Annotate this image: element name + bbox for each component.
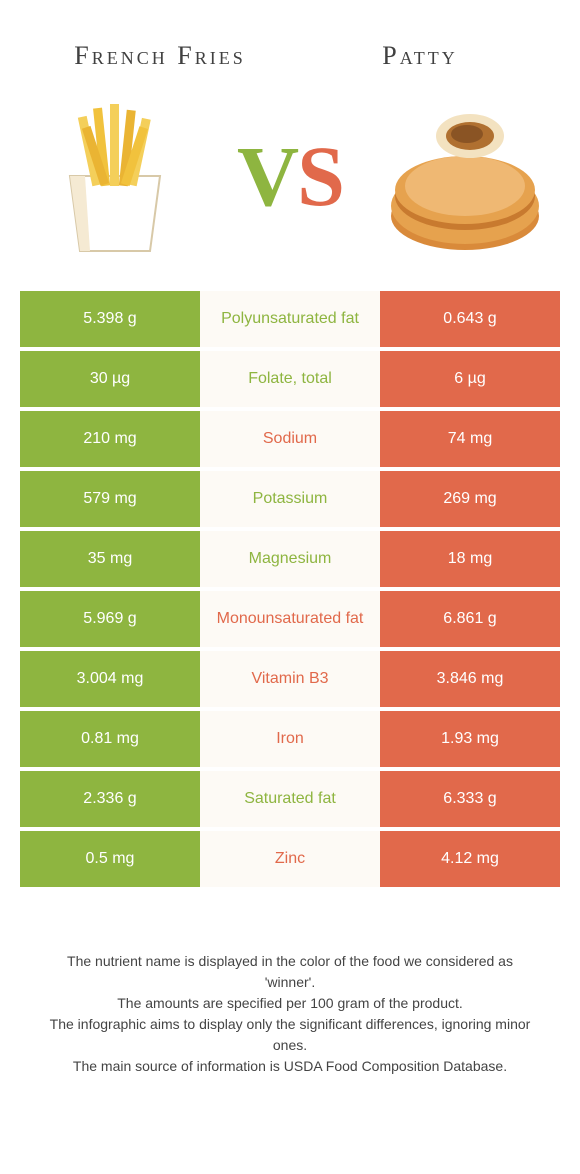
value-right: 6 µg — [380, 351, 560, 407]
nutrient-label: Saturated fat — [200, 771, 380, 827]
footer-line: The infographic aims to display only the… — [40, 1014, 540, 1056]
value-left: 5.969 g — [20, 591, 200, 647]
table-row: 0.81 mgIron1.93 mg — [20, 711, 560, 767]
table-row: 5.969 gMonounsaturated fat6.861 g — [20, 591, 560, 647]
table-row: 3.004 mgVitamin B33.846 mg — [20, 651, 560, 707]
value-right: 0.643 g — [380, 291, 560, 347]
vs-s: S — [297, 126, 343, 226]
value-left: 5.398 g — [20, 291, 200, 347]
fries-icon — [35, 96, 195, 256]
value-right: 18 mg — [380, 531, 560, 587]
value-right: 269 mg — [380, 471, 560, 527]
nutrient-label: Sodium — [200, 411, 380, 467]
title-right: Patty — [320, 40, 520, 71]
footer-line: The nutrient name is displayed in the co… — [40, 951, 540, 993]
nutrient-label: Folate, total — [200, 351, 380, 407]
value-left: 2.336 g — [20, 771, 200, 827]
value-left: 579 mg — [20, 471, 200, 527]
nutrient-label: Vitamin B3 — [200, 651, 380, 707]
images-row: VS — [0, 81, 580, 291]
table-row: 5.398 gPolyunsaturated fat0.643 g — [20, 291, 560, 347]
fries-image — [30, 91, 200, 261]
table-row: 579 mgPotassium269 mg — [20, 471, 560, 527]
value-left: 3.004 mg — [20, 651, 200, 707]
footer-line: The main source of information is USDA F… — [40, 1056, 540, 1077]
footer: The nutrient name is displayed in the co… — [0, 891, 580, 1077]
value-right: 3.846 mg — [380, 651, 560, 707]
nutrient-label: Magnesium — [200, 531, 380, 587]
value-right: 6.333 g — [380, 771, 560, 827]
value-left: 30 µg — [20, 351, 200, 407]
table-row: 35 mgMagnesium18 mg — [20, 531, 560, 587]
nutrient-label: Polyunsaturated fat — [200, 291, 380, 347]
table-row: 30 µgFolate, total6 µg — [20, 351, 560, 407]
value-left: 35 mg — [20, 531, 200, 587]
value-left: 0.81 mg — [20, 711, 200, 767]
value-right: 74 mg — [380, 411, 560, 467]
table-row: 2.336 gSaturated fat6.333 g — [20, 771, 560, 827]
footer-line: The amounts are specified per 100 gram o… — [40, 993, 540, 1014]
value-left: 210 mg — [20, 411, 200, 467]
value-left: 0.5 mg — [20, 831, 200, 887]
patty-icon — [385, 96, 545, 256]
value-right: 1.93 mg — [380, 711, 560, 767]
value-right: 6.861 g — [380, 591, 560, 647]
value-right: 4.12 mg — [380, 831, 560, 887]
header: French Fries Patty — [0, 0, 580, 81]
title-left: French Fries — [60, 40, 260, 71]
nutrient-label: Monounsaturated fat — [200, 591, 380, 647]
patty-image — [380, 91, 550, 261]
vs-v: V — [237, 126, 297, 226]
nutrient-label: Iron — [200, 711, 380, 767]
vs-label: VS — [237, 126, 343, 226]
nutrient-label: Zinc — [200, 831, 380, 887]
table-row: 0.5 mgZinc4.12 mg — [20, 831, 560, 887]
nutrient-label: Potassium — [200, 471, 380, 527]
table-row: 210 mgSodium74 mg — [20, 411, 560, 467]
nutrition-table: 5.398 gPolyunsaturated fat0.643 g30 µgFo… — [20, 291, 560, 887]
